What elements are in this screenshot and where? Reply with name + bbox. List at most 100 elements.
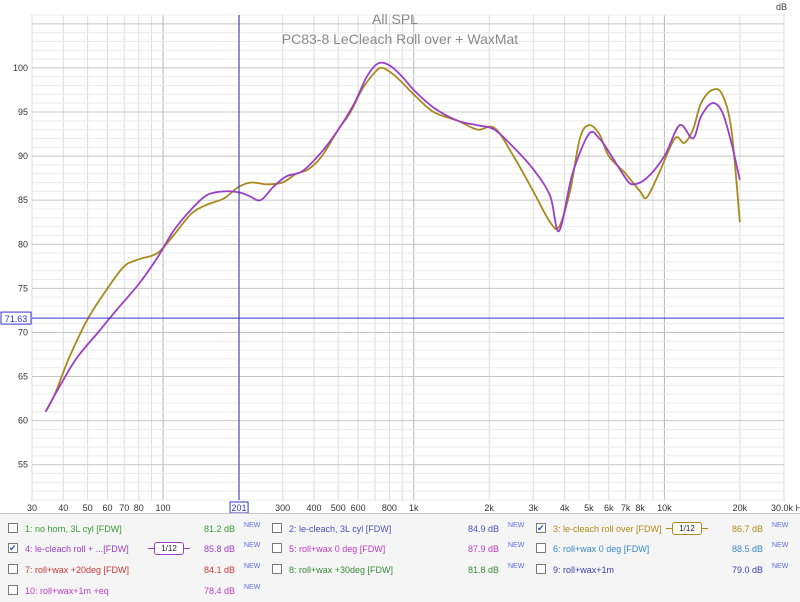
legend-label: 3: le-cleach roll over [FDW] [553, 524, 662, 534]
checkmark-icon: ✔ [537, 523, 545, 533]
legend-checkbox[interactable] [8, 564, 18, 574]
legend-value: 86.7 dB [732, 524, 764, 534]
cursor-x-readout: 201 [232, 503, 247, 513]
cursor-y-readout: 71.63 [5, 314, 28, 324]
legend-checkbox[interactable] [272, 523, 282, 533]
y-tick-label: 100 [13, 63, 28, 73]
legend-label: 1: no horn, 3L cyl [FDW] [25, 524, 122, 534]
x-tick-label: 50 [83, 503, 93, 513]
legend-label: 5: roll+wax 0 deg [FDW] [289, 544, 386, 554]
legend-checkbox[interactable]: ✔ [536, 523, 546, 533]
x-tick-label: 30 [27, 503, 37, 513]
axis-ticks: 30 40 50 60 70 80 100 300 400 500 600 800 1k 2k 3k 4k 5k… [13, 63, 800, 513]
series-lines [44, 61, 741, 413]
legend-value: 85.8 dB [204, 544, 236, 554]
chart-subtitle: PC83-8 LeCleach Roll over + WaxMat [282, 31, 519, 47]
grid-lines [31, 14, 785, 501]
legend-item-5[interactable]: 5: roll+wax 0 deg [FDW] 87.9 dB NEW [272, 542, 528, 556]
legend-value: 81.8 dB [468, 565, 500, 575]
cursor-y-readout-box [0, 311, 32, 325]
x-tick-label: 6k [604, 503, 614, 513]
y-tick-label: 55 [18, 460, 28, 470]
legend-value: 78.4 dB [204, 586, 236, 596]
spl-chart[interactable]: 30 40 50 60 70 80 100 300 400 500 600 800 1k 2k 3k 4k 5k… [0, 0, 800, 513]
legend-badge: NEW [772, 522, 789, 529]
x-tick-label: 1k [409, 503, 419, 513]
y-tick-label: 80 [18, 239, 28, 249]
legend-badge: NEW [244, 542, 261, 549]
legend-checkbox[interactable] [8, 523, 18, 533]
x-tick-label: 7k [621, 503, 631, 513]
legend-panel: 1: no horn, 3L cyl [FDW] 81.2 dB NEW 2: le-… [0, 513, 800, 602]
x-tick-label: 30.0k Hz [771, 503, 800, 513]
x-tick-label: 800 [382, 503, 397, 513]
x-tick-label: 2k [484, 503, 494, 513]
legend-badge: NEW [508, 542, 525, 549]
legend-item-9[interactable]: 9: roll+wax+1m 79.0 dB NEW [536, 563, 792, 577]
chart-title: All SPL [372, 11, 418, 27]
x-tick-label: 500 [331, 503, 346, 513]
x-tick-label: 10k [657, 503, 672, 513]
legend-item-8[interactable]: 8: roll+wax +30deg [FDW] 81.8 dB NEW [272, 563, 528, 577]
y-axis-label: dB [776, 2, 787, 12]
cursor-x-readout-box [229, 501, 249, 513]
legend-value: 84.9 dB [468, 524, 500, 534]
y-tick-label: 70 [18, 327, 28, 337]
legend-item-10[interactable]: 10: roll+wax+1m +eq 78.4 dB NEW [8, 584, 264, 598]
legend-checkbox[interactable] [272, 564, 282, 574]
x-tick-label: 300 [275, 503, 290, 513]
y-tick-label: 75 [18, 283, 28, 293]
legend-badge: NEW [508, 563, 525, 570]
legend-label: 6: roll+wax 0 deg [FDW] [553, 544, 650, 554]
legend-checkbox[interactable] [536, 564, 546, 574]
legend-label: 2: le-cleach, 3L cyl [FDW] [289, 524, 392, 534]
y-tick-label: 85 [18, 195, 28, 205]
legend-badge: NEW [244, 584, 261, 591]
x-tick-label: 3k [529, 503, 539, 513]
y-tick-label: 65 [18, 372, 28, 382]
x-tick-label: 20k [733, 503, 748, 513]
legend-item-2[interactable]: 2: le-cleach, 3L cyl [FDW] 84.9 dB NEW [272, 522, 528, 536]
legend-checkbox[interactable] [536, 543, 546, 553]
legend-label: 7: roll+wax +20deg [FDW] [25, 565, 130, 575]
legend-value: 88.5 dB [732, 544, 764, 554]
legend-checkbox[interactable]: ✔ [8, 543, 18, 553]
y-tick-label: 60 [18, 416, 28, 426]
x-tick-label: 4k [560, 503, 570, 513]
legend-item-7[interactable]: 7: roll+wax +20deg [FDW] 84.1 dB NEW [8, 563, 264, 577]
legend-value: 81.2 dB [204, 524, 236, 534]
legend-label: 10: roll+wax+1m +eq [25, 586, 109, 596]
x-tick-label: 600 [351, 503, 366, 513]
legend-item-4[interactable]: ✔ 4: le-cleach roll + ...[FDW] 1/12 85.8 dB… [8, 542, 264, 556]
series-line-1 [44, 66, 741, 413]
x-tick-label: 5k [584, 503, 594, 513]
legend-label: 4: le-cleach roll + ...[FDW] [25, 544, 129, 554]
legend-checkbox[interactable] [272, 543, 282, 553]
smoothing-badge[interactable]: 1/12 [148, 542, 190, 555]
legend-item-1[interactable]: 1: no horn, 3L cyl [FDW] 81.2 dB NEW [8, 522, 264, 536]
legend-item-6[interactable]: 6: roll+wax 0 deg [FDW] 88.5 dB NEW [536, 542, 792, 556]
legend-label: 9: roll+wax+1m [553, 565, 615, 575]
x-tick-label: 80 [134, 503, 144, 513]
x-tick-label: 100 [156, 503, 171, 513]
legend-label: 8: roll+wax +30deg [FDW] [289, 565, 394, 575]
x-tick-label: 40 [58, 503, 68, 513]
legend-value: 79.0 dB [732, 565, 764, 575]
smoothing-badge[interactable]: 1/12 [666, 522, 708, 535]
legend-badge: NEW [244, 522, 261, 529]
legend-badge: NEW [772, 563, 789, 570]
legend-checkbox[interactable] [8, 585, 18, 595]
legend-badge: NEW [508, 522, 525, 529]
checkmark-icon: ✔ [9, 543, 17, 553]
x-tick-label: 60 [102, 503, 112, 513]
legend-badge: NEW [772, 542, 789, 549]
y-tick-label: 95 [18, 107, 28, 117]
legend-value: 87.9 dB [468, 544, 500, 554]
x-tick-label: 8k [635, 503, 645, 513]
legend-value: 84.1 dB [204, 565, 236, 575]
x-tick-label: 400 [306, 503, 321, 513]
cursor-crosshair[interactable]: 71.63 201 [0, 15, 784, 513]
legend-item-3[interactable]: ✔ 3: le-cleach roll over [FDW] 1/12 86.7 dB… [536, 522, 792, 536]
series-line-2 [44, 61, 741, 413]
legend-badge: NEW [244, 563, 261, 570]
